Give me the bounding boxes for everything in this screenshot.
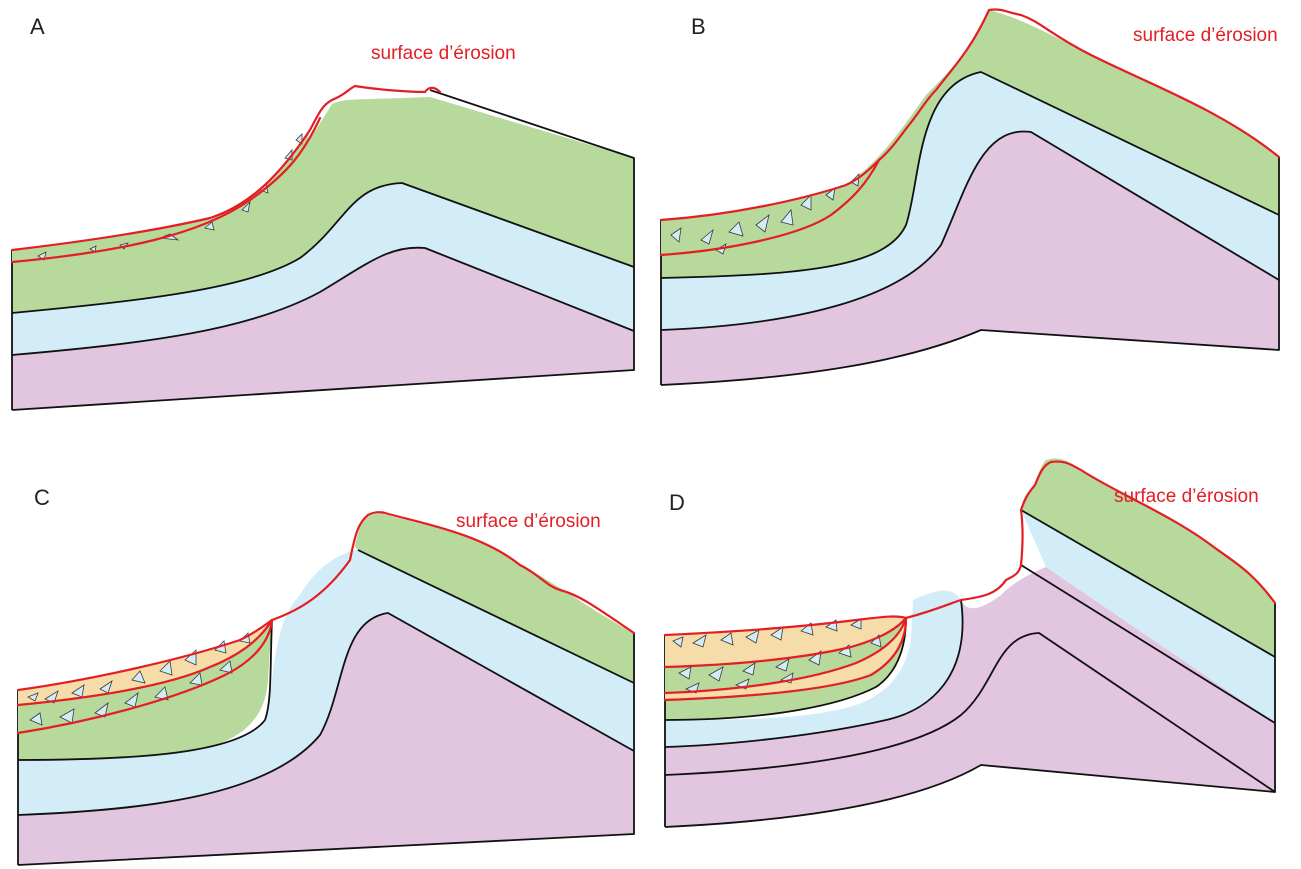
layer-boundary bbox=[660, 71, 1280, 279]
erosion-label-d: surface d’érosion bbox=[1114, 486, 1259, 507]
sediment-wedge bbox=[661, 160, 879, 255]
blue-layer bbox=[12, 183, 634, 355]
layer-boundary bbox=[17, 619, 273, 761]
panel-b-cross-section bbox=[659, 8, 1281, 386]
layer-boundary bbox=[660, 130, 1280, 331]
panel-letter-b: B bbox=[691, 14, 706, 39]
erosion-label-b: surface d’érosion bbox=[1133, 25, 1278, 46]
erosion-surface bbox=[663, 616, 908, 695]
green-layer bbox=[18, 513, 634, 760]
sediment-wedge bbox=[12, 130, 310, 262]
erosion-surface bbox=[10, 84, 442, 252]
layer-boundary bbox=[11, 246, 635, 356]
layer-boundary bbox=[1020, 509, 1276, 658]
layer-boundary bbox=[11, 89, 635, 411]
erosion-surface bbox=[659, 158, 881, 257]
clasts bbox=[670, 172, 860, 255]
layer-boundary bbox=[664, 632, 1276, 793]
panel-a: A surface d’érosion bbox=[0, 0, 650, 434]
sediment-wedge bbox=[665, 618, 906, 693]
panel-letter-d: D bbox=[669, 490, 685, 515]
panel-b: B surface d’érosion bbox=[651, 0, 1301, 434]
blue-layer bbox=[18, 550, 634, 815]
layer-boundary bbox=[664, 603, 1276, 828]
layer-boundary bbox=[664, 617, 907, 721]
pink-layer bbox=[661, 131, 1279, 385]
erosion-surface bbox=[10, 116, 322, 264]
panel-letter-c: C bbox=[34, 485, 50, 510]
layer-boundary bbox=[11, 182, 635, 314]
layer-boundary bbox=[660, 157, 1280, 386]
layer-boundary bbox=[1020, 564, 1276, 724]
pink-layer bbox=[12, 247, 634, 410]
panel-a-cross-section bbox=[10, 84, 635, 411]
panel-c-cross-section bbox=[16, 511, 636, 866]
layer-boundary bbox=[17, 612, 635, 816]
erosion-label-a: surface d’érosion bbox=[371, 43, 516, 64]
sediment-wedge bbox=[665, 618, 906, 700]
blue-layer bbox=[661, 72, 1279, 330]
panel-d-cross-section bbox=[663, 458, 1277, 828]
pink-layer bbox=[18, 613, 634, 865]
sediment-wedge bbox=[18, 620, 272, 733]
erosion-label-c: surface d’érosion bbox=[456, 511, 601, 532]
sediment-wedge bbox=[665, 616, 906, 667]
panel-c: C surface d’érosion bbox=[0, 435, 650, 869]
erosion-surface bbox=[16, 618, 274, 735]
layer-boundary bbox=[357, 549, 635, 684]
erosion-surface bbox=[16, 511, 636, 692]
panel-letter-a: A bbox=[30, 14, 45, 39]
erosion-surface bbox=[16, 618, 274, 707]
erosion-surface bbox=[663, 616, 908, 669]
green-layer bbox=[12, 97, 634, 313]
erosion-surface bbox=[663, 616, 908, 702]
panel-d: D surface d’érosion bbox=[651, 435, 1301, 869]
erosion-surface bbox=[663, 460, 1277, 637]
erosion-surface bbox=[659, 8, 1281, 222]
sediment-wedge bbox=[18, 620, 272, 705]
layer-boundary bbox=[17, 633, 635, 866]
layer-boundary bbox=[664, 599, 964, 748]
